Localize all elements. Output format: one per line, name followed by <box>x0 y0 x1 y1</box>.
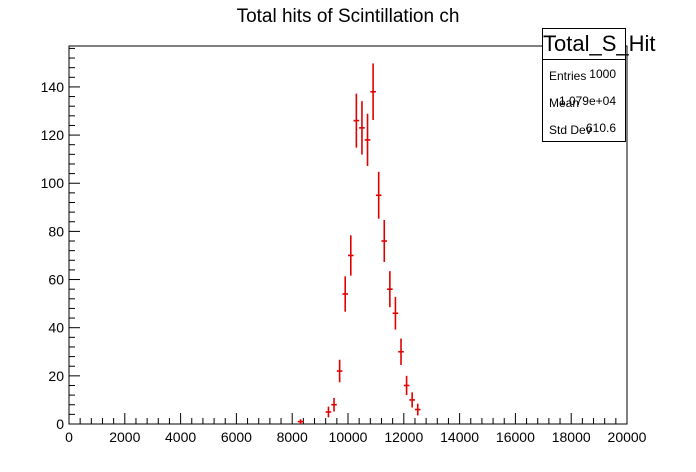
x-tick-label: 4000 <box>165 429 196 445</box>
x-axis: 0 2000 4000 6000 8000 10000 12000 14000 16000 180… <box>65 413 647 445</box>
data-point <box>359 101 365 155</box>
data-point <box>297 419 304 424</box>
stats-row-entries: Entries 1000 <box>543 60 625 87</box>
chart-title: Total hits of Scintillation ch <box>236 6 460 27</box>
x-tick-label: 18000 <box>552 429 591 445</box>
x-tick-label: 10000 <box>329 429 368 445</box>
data-point <box>342 276 348 312</box>
data-point <box>387 271 393 308</box>
x-tick-label: 20000 <box>608 429 647 445</box>
data-point <box>409 392 415 408</box>
y-tick-label: 120 <box>41 127 65 143</box>
x-tick-label: 12000 <box>384 429 423 445</box>
stats-value: 1.079e+04 <box>558 94 616 108</box>
data-point <box>348 235 354 276</box>
stats-box: Total_S_Hit Entries 1000 Mean 1.079e+04 … <box>542 28 656 142</box>
y-tick-label: 40 <box>48 320 64 336</box>
y-tick-label: 100 <box>41 175 65 191</box>
stats-value: 1000 <box>589 67 616 81</box>
x-tick-label: 8000 <box>277 429 308 445</box>
x-tick-label: 6000 <box>221 429 252 445</box>
stats-label: Std Dev <box>549 123 592 137</box>
data-point <box>331 397 337 412</box>
data-point <box>375 171 382 219</box>
data-point <box>392 296 399 330</box>
stats-box-title: Total_S_Hit <box>543 29 656 60</box>
stats-row-mean: Mean 1.079e+04 <box>543 87 625 114</box>
y-tick-label: 0 <box>56 416 64 432</box>
stats-value: 610.6 <box>585 121 616 135</box>
data-point <box>370 63 376 121</box>
data-point <box>414 403 421 416</box>
x-tick-label: 2000 <box>109 429 140 445</box>
data-point <box>325 406 332 418</box>
stats-label: Entries <box>549 69 587 83</box>
data-point <box>353 93 360 148</box>
data-point <box>336 359 343 383</box>
y-axis: 0 20 40 60 80 100 120 140 <box>41 47 80 432</box>
y-tick-label: 80 <box>48 223 64 239</box>
data-points <box>297 63 421 424</box>
y-tick-label: 140 <box>41 79 65 95</box>
data-point <box>381 220 388 263</box>
data-point <box>364 113 371 167</box>
y-tick-label: 20 <box>48 368 64 384</box>
stats-row-stddev: Std Dev 610.6 <box>543 114 625 141</box>
y-tick-label: 60 <box>48 272 64 288</box>
data-point <box>398 338 404 365</box>
x-tick-label: 16000 <box>496 429 535 445</box>
data-point <box>403 375 410 396</box>
stats-label: Mean <box>549 96 580 110</box>
x-tick-label: 14000 <box>440 429 479 445</box>
x-tick-label: 0 <box>65 429 73 445</box>
